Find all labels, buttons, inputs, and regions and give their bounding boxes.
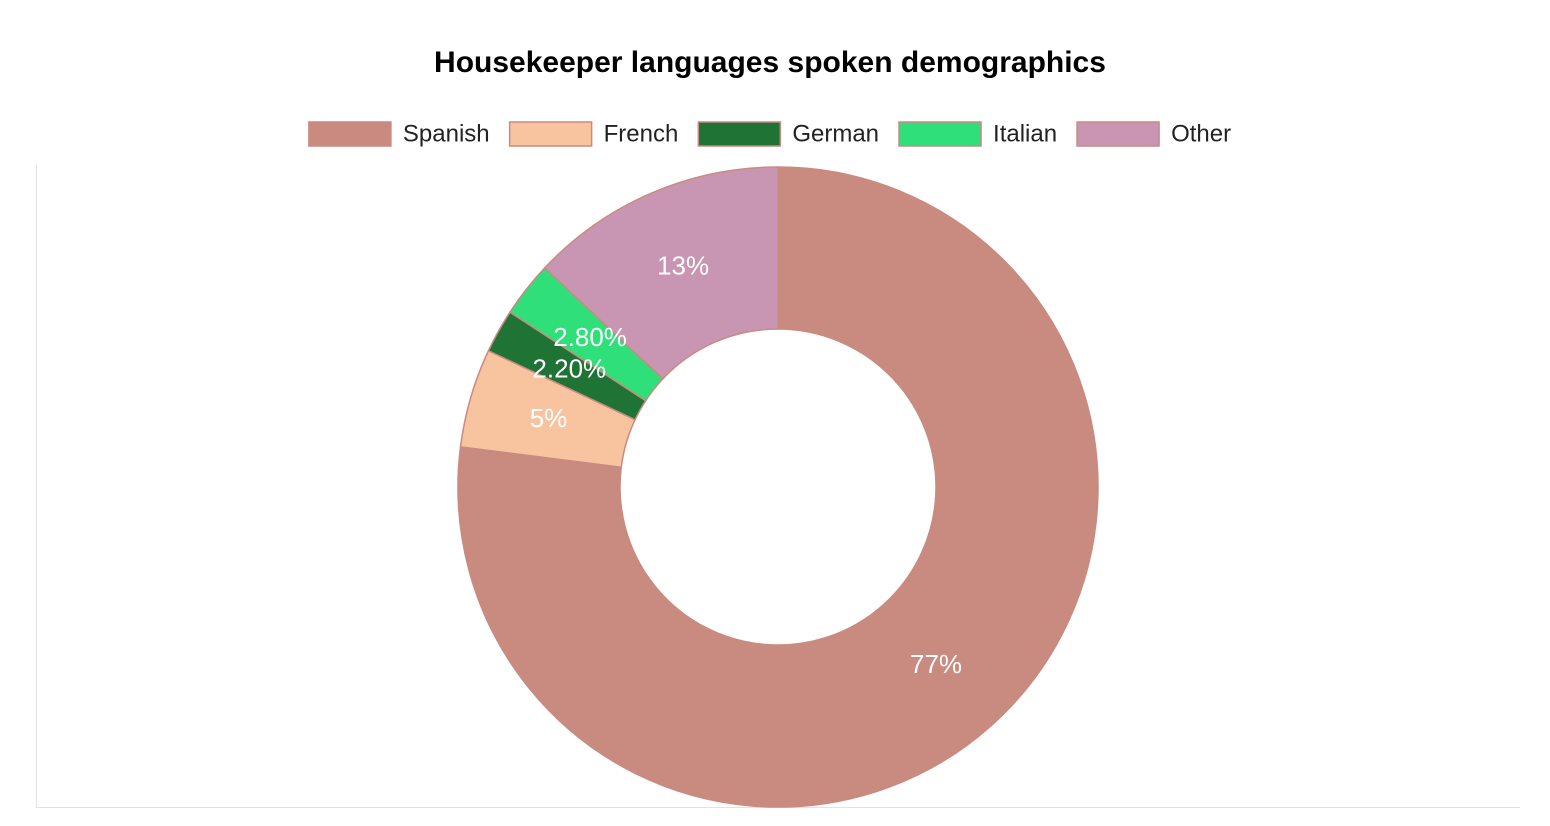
legend-label-spanish: Spanish — [403, 120, 490, 147]
slice-label-other: 13% — [657, 251, 709, 281]
legend-item-italian[interactable]: Italian — [898, 120, 1057, 147]
legend-swatch-german — [697, 121, 782, 147]
legend-label-italian: Italian — [993, 120, 1057, 147]
slice-label-italian: 2.80% — [553, 322, 627, 352]
slice-label-spanish: 77% — [910, 649, 962, 679]
slice-spanish[interactable] — [457, 166, 1099, 808]
slice-other[interactable] — [543, 166, 779, 380]
legend-label-german: German — [792, 120, 879, 147]
legend-swatch-other — [1076, 121, 1160, 147]
legend-item-german[interactable]: German — [697, 120, 879, 147]
legend-item-spanish[interactable]: Spanish — [308, 120, 490, 147]
chart-legend: Spanish French German Italian Other — [308, 120, 1231, 147]
chart-slice-labels: 77% 5% 2.20%2.80% 13% — [530, 251, 962, 680]
legend-item-french[interactable]: French — [508, 120, 679, 147]
chart-title: Housekeeper languages spoken demographic… — [434, 46, 1106, 79]
legend-label-french: French — [604, 120, 679, 147]
legend-swatch-italian — [898, 121, 982, 147]
legend-swatch-spanish — [308, 121, 392, 147]
legend-label-other: Other — [1171, 120, 1231, 147]
slice-label-german: 2.20% — [532, 353, 606, 383]
chart-slices — [457, 166, 1099, 808]
slice-label-french: 5% — [530, 403, 568, 433]
legend-item-other[interactable]: Other — [1076, 120, 1231, 147]
legend-swatch-french — [508, 121, 593, 147]
